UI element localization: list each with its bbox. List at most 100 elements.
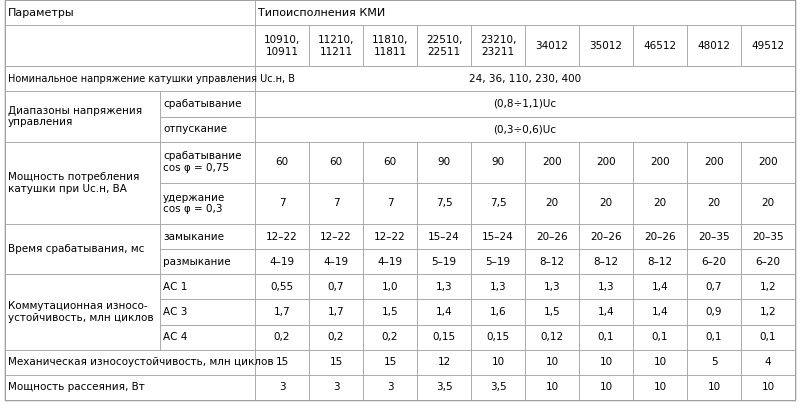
Bar — [525, 249, 579, 274]
Bar — [579, 274, 633, 299]
Bar — [579, 325, 633, 350]
Bar — [255, 66, 795, 91]
Bar — [309, 299, 363, 325]
Text: 10: 10 — [654, 357, 666, 367]
Text: 10: 10 — [599, 382, 613, 392]
Text: Механическая износоустойчивость, млн циклов: Механическая износоустойчивость, млн цик… — [8, 357, 274, 367]
Bar — [525, 25, 579, 66]
Text: 0,12: 0,12 — [541, 332, 563, 342]
Text: 12–22: 12–22 — [266, 232, 298, 242]
Bar — [363, 325, 417, 350]
Text: 200: 200 — [704, 157, 724, 167]
Text: 0,15: 0,15 — [486, 332, 510, 342]
Text: 60: 60 — [383, 157, 397, 167]
Text: 5: 5 — [710, 357, 718, 367]
Bar — [363, 249, 417, 274]
Text: отпускание: отпускание — [163, 124, 227, 134]
Bar — [741, 25, 795, 66]
Text: 1,5: 1,5 — [382, 307, 398, 317]
Text: 48012: 48012 — [698, 41, 730, 51]
Bar — [633, 142, 687, 183]
Bar — [687, 375, 741, 400]
Text: 20–26: 20–26 — [644, 232, 676, 242]
Text: 15: 15 — [275, 357, 289, 367]
Bar — [687, 183, 741, 224]
Bar — [579, 350, 633, 375]
Text: 7: 7 — [278, 198, 286, 208]
Bar — [741, 325, 795, 350]
Text: 10: 10 — [546, 382, 558, 392]
Text: (0,8÷1,1)Uс: (0,8÷1,1)Uс — [494, 99, 557, 109]
Bar — [687, 325, 741, 350]
Text: 35012: 35012 — [590, 41, 622, 51]
Text: 15: 15 — [330, 357, 342, 367]
Text: 20–35: 20–35 — [752, 232, 784, 242]
Bar — [160, 183, 255, 224]
Bar — [741, 249, 795, 274]
Bar — [417, 142, 471, 183]
Bar — [525, 183, 579, 224]
Bar — [687, 142, 741, 183]
Bar — [579, 183, 633, 224]
Bar — [309, 375, 363, 400]
Text: 15–24: 15–24 — [428, 232, 460, 242]
Bar — [5, 91, 160, 142]
Bar — [160, 117, 255, 142]
Text: 12–22: 12–22 — [320, 232, 352, 242]
Bar — [363, 375, 417, 400]
Text: 3: 3 — [333, 382, 339, 392]
Text: Номинальное напряжение катушки управления Uс.н, В: Номинальное напряжение катушки управлени… — [8, 74, 295, 84]
Text: 12: 12 — [438, 357, 450, 367]
Bar — [417, 224, 471, 249]
Text: 0,1: 0,1 — [598, 332, 614, 342]
Text: 8–12: 8–12 — [647, 257, 673, 267]
Text: Диапазоны напряжения
управления: Диапазоны напряжения управления — [8, 106, 142, 127]
Bar — [255, 25, 309, 66]
Bar — [417, 299, 471, 325]
Bar — [5, 224, 160, 274]
Text: 90: 90 — [491, 157, 505, 167]
Bar — [633, 375, 687, 400]
Text: 3,5: 3,5 — [436, 382, 452, 392]
Text: 8–12: 8–12 — [594, 257, 618, 267]
Bar — [471, 224, 525, 249]
Text: 10: 10 — [599, 357, 613, 367]
Bar — [687, 274, 741, 299]
Bar — [255, 117, 795, 142]
Bar — [525, 224, 579, 249]
Bar — [633, 274, 687, 299]
Text: 3: 3 — [278, 382, 286, 392]
Bar — [579, 249, 633, 274]
Bar — [525, 274, 579, 299]
Text: 20: 20 — [707, 198, 721, 208]
Text: 20–35: 20–35 — [698, 232, 730, 242]
Text: 20–26: 20–26 — [590, 232, 622, 242]
Text: удержание
cos φ = 0,3: удержание cos φ = 0,3 — [163, 193, 226, 214]
Text: 0,2: 0,2 — [382, 332, 398, 342]
Bar — [687, 299, 741, 325]
Text: 0,7: 0,7 — [328, 282, 344, 292]
Text: 49512: 49512 — [751, 41, 785, 51]
Text: 200: 200 — [596, 157, 616, 167]
Text: 4: 4 — [765, 357, 771, 367]
Text: 1,4: 1,4 — [436, 307, 452, 317]
Bar — [417, 274, 471, 299]
Bar — [160, 274, 255, 299]
Bar — [309, 274, 363, 299]
Text: 60: 60 — [275, 157, 289, 167]
Text: Время срабатывания, мс: Время срабатывания, мс — [8, 244, 144, 254]
Text: 20: 20 — [599, 198, 613, 208]
Bar — [741, 350, 795, 375]
Bar — [160, 224, 255, 249]
Bar — [471, 350, 525, 375]
Bar — [633, 299, 687, 325]
Text: 10: 10 — [707, 382, 721, 392]
Text: 1,3: 1,3 — [490, 282, 506, 292]
Text: срабатывание
cos φ = 0,75: срабатывание cos φ = 0,75 — [163, 151, 242, 173]
Bar — [525, 350, 579, 375]
Bar — [5, 350, 255, 375]
Text: 10: 10 — [491, 357, 505, 367]
Text: 1,2: 1,2 — [760, 282, 776, 292]
Text: 34012: 34012 — [535, 41, 569, 51]
Bar — [633, 25, 687, 66]
